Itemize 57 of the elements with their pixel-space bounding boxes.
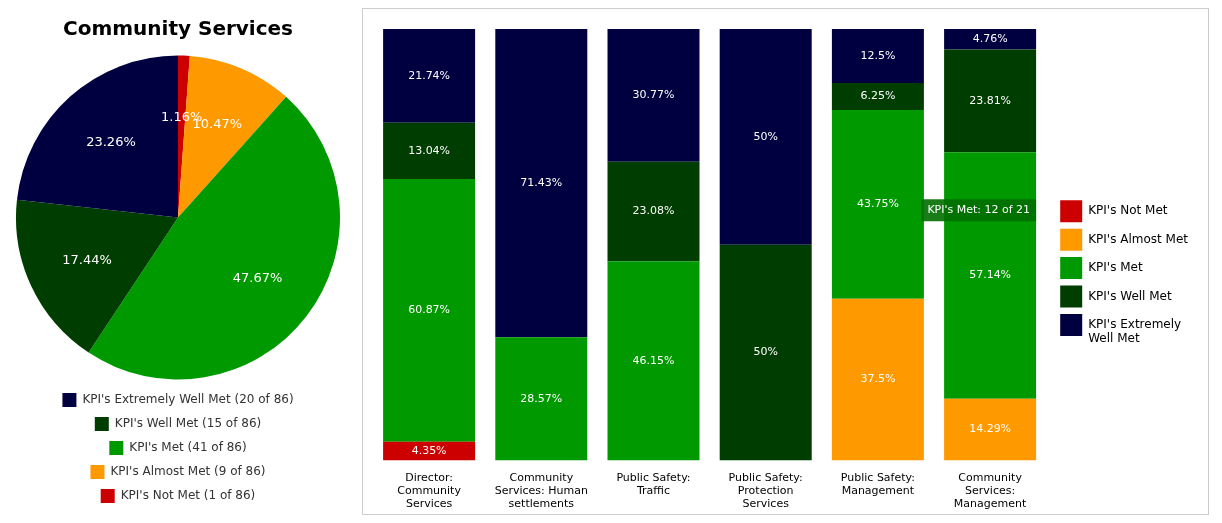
data-label: 30.77% bbox=[632, 88, 675, 102]
bar bbox=[719, 29, 812, 245]
legend-label: KPI's Extremely Well Met (20 of 86) bbox=[82, 392, 294, 407]
bar bbox=[831, 109, 924, 299]
legend-label: KPI's Almost Met (9 of 86) bbox=[110, 464, 266, 479]
bar bbox=[944, 49, 1037, 153]
legend-label: KPI's Well Met (15 of 86) bbox=[114, 416, 262, 431]
data-label: 57.14% bbox=[969, 268, 1012, 282]
data-label: 13.04% bbox=[408, 143, 451, 157]
data-label: 14.29% bbox=[969, 422, 1012, 436]
data-label: 23.08% bbox=[632, 204, 675, 218]
bar bbox=[607, 261, 700, 461]
bar bbox=[831, 298, 924, 461]
legend-label: KPI's Extremely Well Met bbox=[1088, 317, 1182, 346]
data-label: 23.26% bbox=[86, 134, 136, 150]
bar bbox=[607, 29, 700, 162]
data-label: 50% bbox=[753, 129, 778, 143]
data-label: 28.57% bbox=[520, 391, 563, 405]
legend-label: KPI's Met bbox=[1088, 260, 1143, 275]
data-label: 17.44% bbox=[62, 251, 112, 267]
annotation: KPI's Met: 12 of 21 bbox=[927, 203, 1031, 217]
bar bbox=[719, 244, 812, 461]
bar bbox=[944, 29, 1037, 50]
bar bbox=[383, 179, 476, 442]
legend-label: KPI's Well Met bbox=[1088, 288, 1172, 303]
legend-label: KPI's Not Met (1 of 86) bbox=[120, 488, 256, 503]
bar bbox=[495, 29, 588, 338]
x-tick-label: Public Safety: Traffic bbox=[616, 470, 691, 498]
bar bbox=[607, 161, 700, 262]
legend-label: KPI's Met (41 of 86) bbox=[129, 440, 247, 455]
x-tick-label: Public Safety: Management bbox=[840, 470, 915, 498]
data-label: 12.5% bbox=[860, 48, 896, 62]
bar bbox=[831, 82, 924, 110]
data-label: 47.67% bbox=[232, 270, 283, 286]
data-label: 6.25% bbox=[860, 89, 896, 103]
chart-title: Community Services bbox=[62, 16, 294, 41]
bar bbox=[383, 122, 476, 180]
x-tick-label: Director: Community Services bbox=[397, 470, 462, 511]
bar bbox=[831, 29, 924, 83]
data-label: 71.43% bbox=[520, 175, 563, 189]
data-label: 21.74% bbox=[408, 68, 451, 82]
bar bbox=[944, 398, 1037, 461]
data-label: 50% bbox=[753, 345, 778, 359]
bar bbox=[495, 337, 588, 461]
legend-label: KPI's Almost Met bbox=[1088, 231, 1189, 246]
data-label: 4.35% bbox=[411, 443, 447, 457]
bar bbox=[383, 29, 476, 123]
data-label: 23.81% bbox=[969, 93, 1012, 107]
data-label: 43.75% bbox=[856, 197, 899, 211]
x-tick-label: Community Services: Management bbox=[953, 470, 1028, 511]
data-label: 37.5% bbox=[860, 372, 896, 386]
data-label: 46.15% bbox=[632, 353, 675, 367]
x-tick-label: Community Services: Human settlements bbox=[494, 470, 588, 511]
data-label: 4.76% bbox=[972, 32, 1008, 46]
data-label: 60.87% bbox=[408, 303, 451, 317]
legend-label: KPI's Not Met bbox=[1088, 203, 1168, 218]
x-tick-label: Public Safety: Protection Services bbox=[728, 470, 803, 511]
